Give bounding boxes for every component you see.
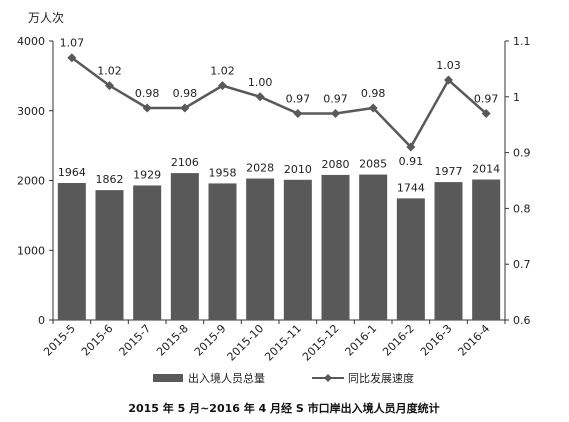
line-value-label: 0.98 xyxy=(361,87,386,100)
x-tick-label: 2016-1 xyxy=(343,322,380,359)
line-point-marker xyxy=(142,103,152,113)
x-tick-label: 2015-9 xyxy=(192,322,229,359)
bar xyxy=(321,174,350,320)
bar xyxy=(472,179,501,320)
legend-label-bar: 出入境人员总量 xyxy=(188,371,265,385)
y-tick-label-right: 0.7 xyxy=(513,258,531,271)
bar xyxy=(359,174,388,320)
legend-swatch-marker xyxy=(324,374,332,382)
x-tick-label: 2015-7 xyxy=(117,322,154,359)
line-value-label: 0.98 xyxy=(135,87,160,100)
bar xyxy=(57,183,86,320)
line-value-label: 1.02 xyxy=(97,65,122,78)
plot-area: 010002000300040000.60.70.80.911.11964186… xyxy=(17,35,531,364)
bar xyxy=(170,173,199,320)
legend-label-line: 同比发展速度 xyxy=(348,371,414,385)
y-axis-unit: 万人次 xyxy=(28,11,64,25)
bar-value-label: 2014 xyxy=(472,163,500,176)
x-tick-label: 2015-8 xyxy=(154,322,191,359)
line-point-marker xyxy=(293,109,303,119)
line-value-label: 1.07 xyxy=(60,37,85,50)
bar xyxy=(246,178,275,320)
y-tick-label-right: 0.8 xyxy=(513,202,531,215)
bar-value-label: 2085 xyxy=(359,158,387,171)
bar-value-label: 1744 xyxy=(397,181,425,194)
bar xyxy=(396,198,425,320)
bar-value-label: 2080 xyxy=(322,158,350,171)
line-value-label: 1.02 xyxy=(210,65,235,78)
line-value-label: 1.00 xyxy=(248,76,273,89)
bar-value-label: 1958 xyxy=(209,166,237,179)
line-point-marker xyxy=(368,103,378,113)
line-value-label: 0.97 xyxy=(323,93,348,106)
y-tick-label-left: 1000 xyxy=(17,244,45,257)
line-point-marker xyxy=(481,109,491,119)
bar xyxy=(133,185,162,320)
y-tick-label-right: 0.9 xyxy=(513,147,531,160)
y-tick-label-left: 2000 xyxy=(17,175,45,188)
legend: 出入境人员总量 同比发展速度 xyxy=(153,371,414,385)
line-value-label: 0.91 xyxy=(399,155,424,168)
line-point-marker xyxy=(180,103,190,113)
bar-value-label: 2028 xyxy=(246,162,274,175)
x-tick-label: 2016-4 xyxy=(456,322,493,359)
y-tick-label-right: 1.1 xyxy=(513,35,531,48)
x-tick-label: 2016-3 xyxy=(418,322,455,359)
y-tick-label-left: 0 xyxy=(38,314,45,327)
bar-value-label: 1862 xyxy=(96,173,124,186)
x-tick-label: 2015-5 xyxy=(41,322,78,359)
x-tick-label: 2015-10 xyxy=(225,322,267,364)
y-tick-label-left: 4000 xyxy=(17,35,45,48)
line-point-marker xyxy=(255,92,265,102)
line-point-marker xyxy=(218,81,227,91)
line-value-label: 0.97 xyxy=(474,93,499,106)
y-tick-label-left: 3000 xyxy=(17,105,45,118)
line-point-marker xyxy=(406,142,416,152)
bar xyxy=(283,179,312,320)
y-tick-label-right: 0.6 xyxy=(513,314,531,327)
x-tick-label: 2015-6 xyxy=(79,322,116,359)
line-point-marker xyxy=(444,75,453,85)
bar xyxy=(208,183,237,320)
x-tick-label: 2016-2 xyxy=(380,322,417,359)
bar-value-label: 1977 xyxy=(435,165,463,178)
x-tick-label: 2015-11 xyxy=(262,322,304,364)
bar-value-label: 1929 xyxy=(133,168,161,181)
x-tick-label: 2015-12 xyxy=(300,322,342,364)
bar xyxy=(434,182,463,320)
line-point-marker xyxy=(67,53,77,63)
y-tick-label-right: 1 xyxy=(513,91,520,104)
line-value-label: 0.98 xyxy=(173,87,198,100)
bar-value-label: 1964 xyxy=(58,166,86,179)
bar-value-label: 2010 xyxy=(284,163,312,176)
line-point-marker xyxy=(105,81,114,91)
legend-swatch-bar xyxy=(153,374,183,382)
series-line xyxy=(71,56,487,150)
line-value-label: 0.97 xyxy=(286,93,311,106)
line-value-label: 1.03 xyxy=(436,59,461,72)
bar xyxy=(95,190,124,320)
bar-value-label: 2106 xyxy=(171,156,199,169)
chart-caption: 2015 年 5 月~2016 年 4 月经 S 市口岸出入境人员月度统计 xyxy=(128,401,439,415)
line-point-marker xyxy=(331,109,340,119)
